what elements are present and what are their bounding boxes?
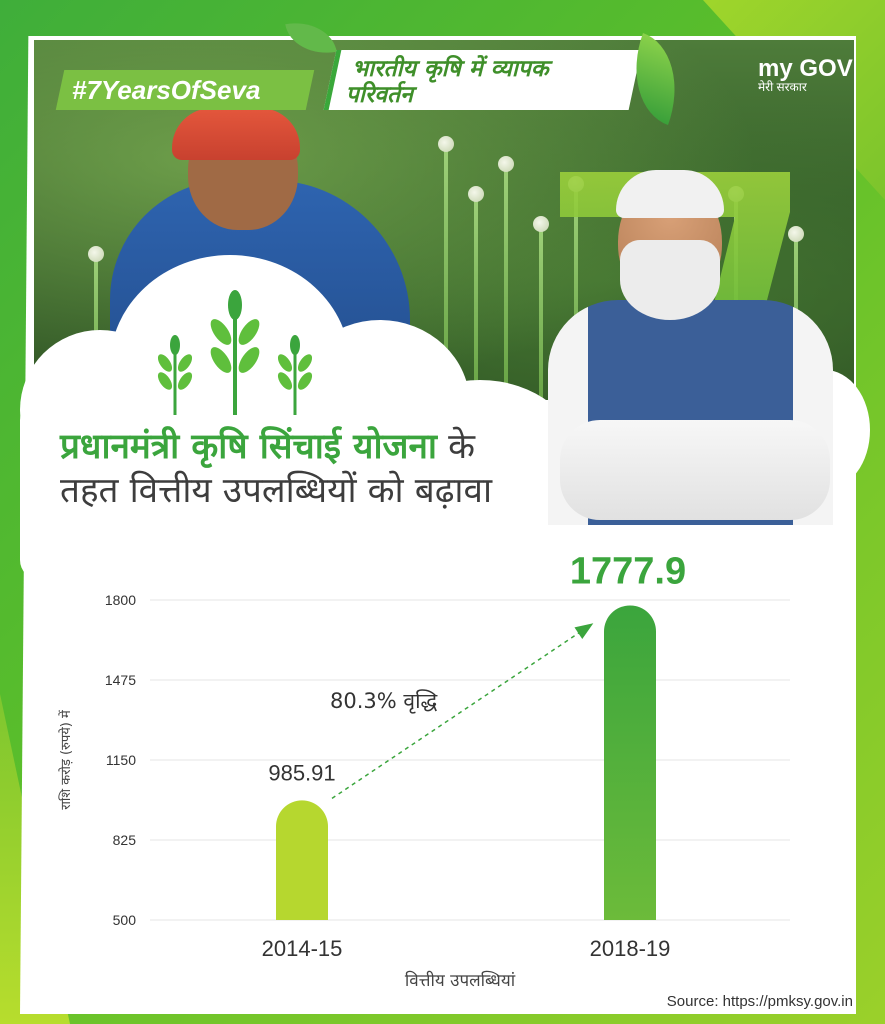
hashtag-badge: #7YearsOfSeva: [55, 70, 315, 110]
y-tick-labels: 500 825 1150 1475 1800: [105, 592, 136, 928]
wheat-icon: [277, 335, 313, 415]
y-tick-label: 1150: [106, 752, 136, 768]
y-tick-label: 1800: [105, 592, 136, 608]
bar-2018-19: [604, 605, 656, 920]
bar-value-label: 985.91: [268, 760, 335, 785]
growth-arrowhead: [574, 623, 594, 640]
y-tick-label: 1475: [105, 672, 136, 688]
headline-rest: के तहत वित्तीय उपलब्धियों को बढ़ावा: [60, 427, 493, 511]
pm-beard: [620, 240, 720, 320]
pm-hair: [616, 170, 724, 218]
wheat-icon: [157, 335, 193, 415]
y-tick-label: 500: [113, 912, 137, 928]
hashtag-text: #7YearsOfSeva: [72, 75, 261, 105]
bar-chart: 500 825 1150 1475 1800 राशि करोड़ (रुपये) मे…: [58, 550, 790, 991]
header-title-line2: परिवर्तन: [345, 82, 413, 108]
x-axis-label: वित्तीय उपलब्धियां: [405, 970, 516, 991]
y-tick-label: 825: [113, 832, 137, 848]
cloud-shape: [20, 400, 580, 580]
x-tick-label: 2014-15: [262, 936, 343, 961]
logo-sub-text: मेरी सरकार: [758, 80, 807, 94]
logo-main-text: my GOV: [758, 55, 853, 82]
mygov-logo: my GOV मेरी सरकार: [758, 55, 853, 95]
header-title-line1: भारतीय कृषि में व्यापक: [351, 56, 549, 82]
headline-highlight: प्रधानमंत्री कृषि सिंचाई योजना: [60, 427, 438, 467]
header-title-badge: भारतीय कृषि में व्यापक परिवर्तन: [323, 50, 642, 110]
pm-crossed-arms: [560, 420, 830, 520]
growth-annotation: 80.3% वृद्धि: [330, 689, 438, 714]
farmer-turban: [172, 108, 300, 160]
growth-arrow: [331, 624, 591, 800]
x-tick-labels: 2014-15 2018-19: [262, 936, 671, 961]
bar-2014-15: [276, 800, 328, 920]
bar-value-label: 1777.9: [570, 550, 686, 592]
wheat-icon: [210, 290, 260, 415]
y-axis-label: राशि करोड़ (रुपये) में: [58, 710, 74, 810]
chart-grid: [150, 599, 790, 921]
source-note: Source: https://pmksy.gov.in: [666, 993, 853, 1010]
bars: 985.91 1777.9: [268, 550, 686, 920]
x-tick-label: 2018-19: [590, 936, 671, 961]
headline: प्रधानमंत्री कृषि सिंचाई योजना के तहत वि…: [60, 425, 540, 513]
